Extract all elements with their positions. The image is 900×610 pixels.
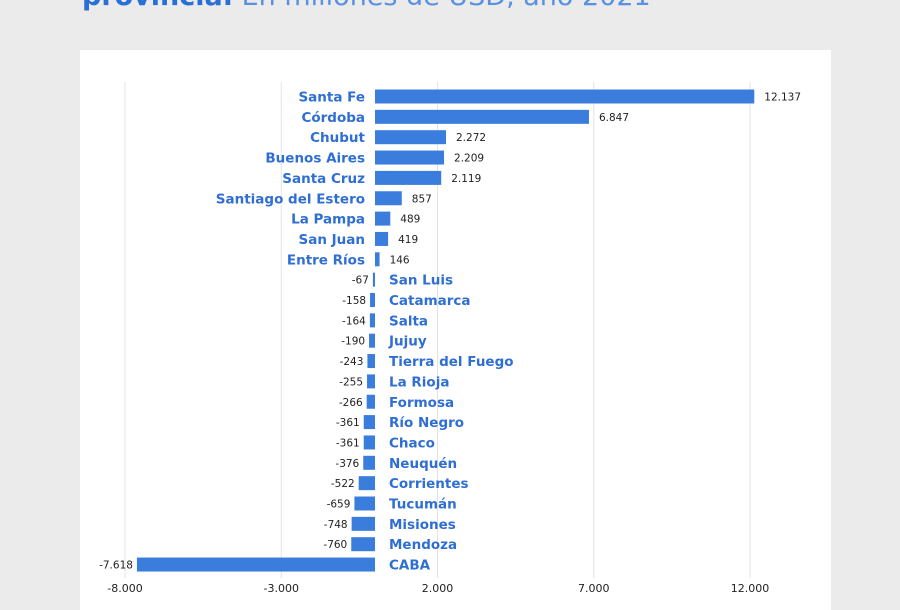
bar [367, 374, 375, 389]
category-label: Mendoza [389, 537, 457, 553]
category-label: La Rioja [389, 374, 449, 390]
category-label: Santiago del Estero [216, 191, 365, 207]
value-label: -164 [342, 315, 366, 327]
category-label: Catamarca [389, 293, 471, 309]
value-label: -190 [341, 336, 365, 348]
category-label: Salta [389, 313, 428, 329]
chart-heading: provincia. En millones de USD, año 2021 [82, 0, 651, 12]
bar [363, 435, 375, 450]
value-label: -659 [327, 499, 351, 511]
value-label: -158 [342, 295, 366, 307]
value-label: -361 [336, 417, 360, 429]
category-label: Misiones [389, 517, 456, 533]
category-label: Santa Cruz [282, 171, 365, 187]
value-label: -376 [335, 458, 359, 470]
value-label: 2.209 [454, 153, 484, 165]
category-label: Tierra del Fuego [389, 354, 514, 370]
x-tick-label: 12.000 [731, 582, 770, 595]
bar [375, 150, 445, 165]
category-label: San Luis [389, 273, 453, 289]
bar [375, 231, 389, 246]
bar [375, 191, 402, 206]
category-label: Buenos Aires [265, 151, 365, 167]
bar [358, 476, 375, 491]
bar [370, 293, 375, 307]
category-label: San Juan [299, 232, 366, 248]
category-label: Chubut [310, 130, 365, 146]
header: provincia. En millones de USD, año 2021 [0, 0, 900, 50]
value-label: 489 [400, 214, 420, 226]
value-label: -255 [339, 376, 363, 388]
bar [363, 455, 375, 470]
value-label: -522 [331, 478, 355, 490]
x-tick-label: 2.000 [422, 582, 454, 595]
category-label: Neuquén [389, 456, 457, 472]
category-label: Tucumán [389, 497, 457, 513]
bar [354, 496, 375, 511]
bar [375, 252, 380, 267]
bar [367, 354, 375, 369]
chart-card [80, 50, 831, 610]
bar [369, 313, 375, 328]
bar [372, 272, 375, 287]
category-label: Río Negro [389, 415, 464, 431]
category-label: Chaco [389, 435, 435, 451]
value-label: 419 [398, 234, 418, 246]
category-label: Jujuy [388, 334, 427, 350]
x-tick-label: -8.000 [107, 582, 142, 595]
value-label: 6.847 [599, 112, 629, 124]
bar [375, 170, 442, 185]
category-label: Formosa [389, 395, 454, 411]
value-label: -266 [339, 397, 363, 409]
category-label: Santa Fe [298, 90, 365, 106]
bar [351, 537, 375, 552]
value-label: 12.137 [764, 92, 801, 104]
category-label: La Pampa [291, 212, 365, 228]
category-label: CABA [389, 558, 431, 574]
bar [375, 89, 755, 104]
value-label: 857 [412, 193, 432, 205]
value-label: -748 [324, 519, 348, 531]
bar [375, 211, 391, 226]
category-label: Corrientes [389, 476, 469, 492]
bar [136, 557, 375, 572]
value-label: -243 [340, 356, 364, 368]
bar [375, 130, 446, 145]
heading-light: En millones de USD, año 2021 [242, 0, 651, 12]
bar [351, 516, 375, 531]
value-label: 2.272 [456, 132, 486, 144]
value-label: -361 [336, 437, 360, 449]
value-label: 146 [390, 254, 410, 266]
x-tick-label: 7.000 [578, 582, 610, 595]
category-label: Córdoba [301, 110, 365, 126]
value-label: -67 [352, 275, 369, 287]
value-label: -7.618 [99, 560, 133, 572]
bar [366, 394, 375, 409]
bar [375, 109, 589, 124]
bar [369, 333, 375, 348]
heading-bold: provincia. [82, 0, 233, 12]
value-label: -760 [323, 539, 347, 551]
x-tick-label: -3.000 [264, 582, 299, 595]
value-label: 2.119 [451, 173, 481, 185]
bar [363, 415, 375, 430]
category-label: Entre Ríos [287, 252, 365, 268]
